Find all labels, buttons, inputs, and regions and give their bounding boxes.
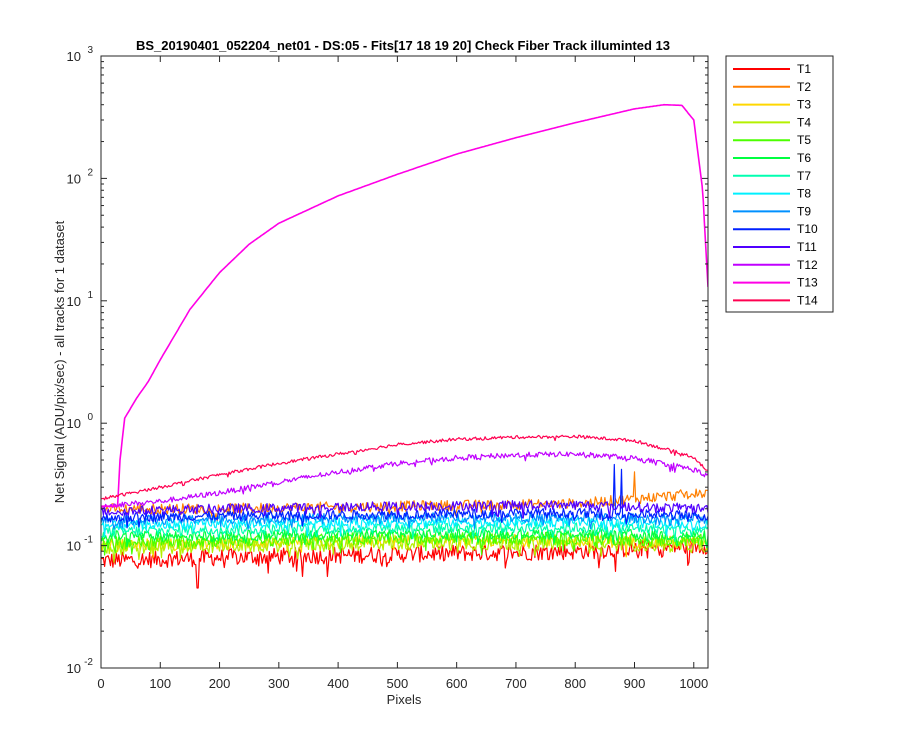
y-tick-label: 10 [67, 49, 81, 64]
x-tick-label: 0 [97, 676, 104, 691]
series-line-t12 [101, 451, 708, 510]
x-tick-label: 1000 [679, 676, 708, 691]
legend-label-t2: T2 [797, 80, 811, 94]
series-line-t2 [101, 471, 708, 522]
series-lines [101, 103, 708, 589]
chart-title: BS_20190401_052204_net01 - DS:05 - Fits[… [136, 38, 670, 53]
y-tick-label: 10 [67, 416, 81, 431]
y-axis-label: Net Signal (ADU/pix/sec) - all tracks fo… [52, 220, 67, 503]
x-tick-label: 400 [327, 676, 349, 691]
x-tick-label: 500 [387, 676, 409, 691]
legend-label-t6: T6 [797, 151, 811, 165]
y-tick-exponent: 0 [87, 412, 93, 423]
legend-label-t1: T1 [797, 62, 811, 76]
legend: T1 T2 T3 T4 T5 T6 T7 T8 T9 T10 T11 T12 T13 T14 [725, 55, 834, 313]
x-tick-label: 300 [268, 676, 290, 691]
y-tick-label: 10 [67, 661, 81, 676]
legend-items: T1 T2 T3 T4 T5 T6 T7 T8 T9 T10 T11 T12 T13 T14 [733, 62, 818, 307]
x-axis-label: Pixels [387, 692, 422, 707]
series-line-t1 [101, 538, 708, 589]
series-line-t10 [101, 463, 708, 529]
y-tick-label: 10 [67, 294, 81, 309]
x-tick-label: 100 [149, 676, 171, 691]
y-tick-exponent: -2 [84, 657, 93, 668]
y-tick-exponent: 3 [87, 45, 93, 56]
legend-label-t9: T9 [797, 204, 811, 218]
x-axis-ticks: 0 100 200 300 400 500 600 700 800 900 1000 [97, 56, 708, 691]
legend-label-t8: T8 [797, 187, 811, 201]
x-tick-label: 800 [564, 676, 586, 691]
axes-box [100, 55, 709, 669]
legend-label-t10: T10 [797, 222, 818, 236]
legend-label-t11: T11 [797, 240, 817, 254]
y-tick-exponent: 2 [87, 167, 93, 178]
legend-label-t7: T7 [797, 169, 811, 183]
legend-label-t3: T3 [797, 98, 811, 112]
series-line-t14 [101, 434, 708, 501]
series-line-t8 [101, 516, 708, 538]
legend-label-t12: T12 [797, 258, 818, 272]
x-tick-label: 200 [209, 676, 231, 691]
y-tick-label: 10 [67, 171, 81, 186]
series-line-t11 [101, 500, 708, 519]
series-line-t13 [101, 103, 708, 507]
series-line-t6 [101, 527, 708, 549]
y-tick-exponent: -1 [84, 535, 93, 546]
y-tick-exponent: 1 [87, 290, 93, 301]
x-tick-label: 700 [505, 676, 527, 691]
legend-label-t4: T4 [797, 115, 811, 129]
legend-box [725, 55, 834, 313]
legend-label-t14: T14 [797, 293, 818, 307]
x-tick-label: 600 [446, 676, 468, 691]
legend-label-t5: T5 [797, 133, 811, 147]
y-tick-label: 10 [67, 539, 81, 554]
legend-label-t13: T13 [797, 276, 818, 290]
plot-area: 0 100 200 300 400 500 600 700 800 900 1000 10 -210-… [67, 45, 709, 691]
plot-background [101, 56, 708, 668]
x-tick-label: 900 [624, 676, 646, 691]
